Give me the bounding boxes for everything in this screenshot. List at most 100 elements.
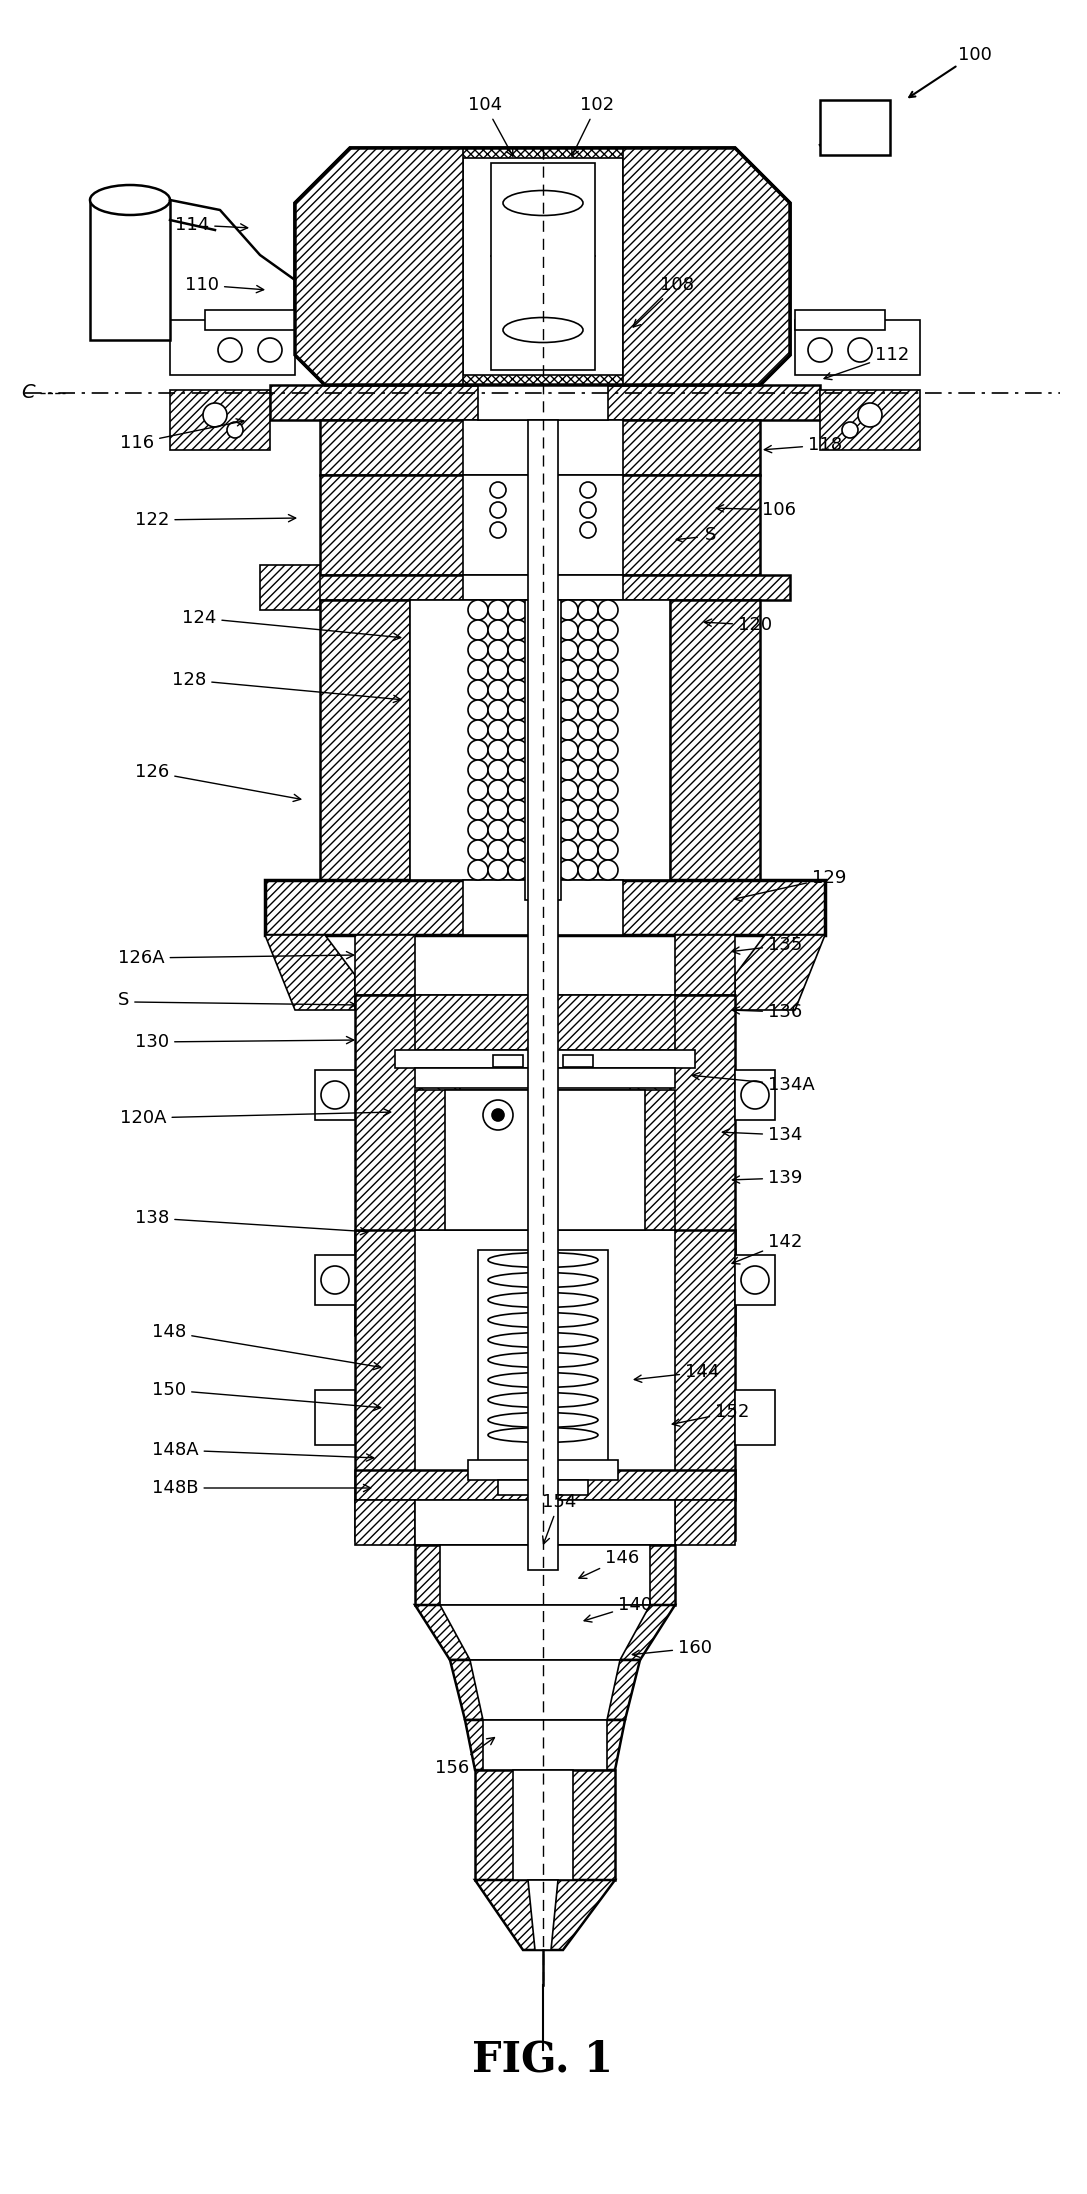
Circle shape: [468, 660, 488, 680]
Ellipse shape: [503, 191, 583, 215]
Circle shape: [508, 599, 528, 621]
Circle shape: [598, 599, 619, 621]
Circle shape: [578, 860, 598, 880]
Text: 118: 118: [764, 437, 842, 454]
Circle shape: [321, 1266, 349, 1294]
Circle shape: [468, 641, 488, 660]
Bar: [90, 200, 170, 340]
Circle shape: [508, 641, 528, 660]
Circle shape: [488, 821, 508, 840]
Bar: [355, 935, 415, 996]
Circle shape: [598, 781, 619, 801]
Circle shape: [468, 700, 488, 720]
Circle shape: [488, 599, 508, 621]
Text: 120A: 120A: [120, 1108, 390, 1128]
Bar: [315, 1255, 355, 1305]
Text: 104: 104: [468, 97, 513, 156]
Bar: [795, 309, 885, 329]
Polygon shape: [623, 147, 790, 384]
Polygon shape: [295, 147, 790, 384]
Circle shape: [508, 621, 528, 641]
Circle shape: [508, 660, 528, 680]
Bar: [483, 1720, 607, 1771]
Bar: [528, 419, 558, 1571]
Circle shape: [483, 1099, 513, 1130]
Circle shape: [508, 680, 528, 700]
Bar: [820, 101, 890, 156]
Text: 154: 154: [542, 1492, 576, 1545]
Text: 148: 148: [152, 1323, 380, 1369]
Bar: [463, 575, 623, 599]
Bar: [355, 1231, 735, 1540]
Circle shape: [468, 821, 488, 840]
Bar: [498, 1481, 588, 1494]
Bar: [478, 384, 608, 419]
Circle shape: [488, 700, 508, 720]
Bar: [270, 384, 820, 419]
Circle shape: [508, 781, 528, 801]
Circle shape: [578, 700, 598, 720]
Circle shape: [558, 599, 578, 621]
Bar: [355, 996, 420, 1334]
Text: 122: 122: [135, 511, 296, 529]
Text: 135: 135: [733, 937, 802, 954]
Circle shape: [558, 739, 578, 759]
Circle shape: [598, 759, 619, 781]
Circle shape: [488, 621, 508, 641]
Polygon shape: [265, 935, 355, 1009]
Circle shape: [598, 840, 619, 860]
Text: 102: 102: [572, 97, 614, 156]
Polygon shape: [465, 1720, 625, 1771]
Text: 136: 136: [733, 1003, 802, 1020]
Circle shape: [598, 621, 619, 641]
Circle shape: [578, 680, 598, 700]
Text: 126A: 126A: [118, 950, 353, 968]
Bar: [463, 158, 623, 375]
Circle shape: [578, 720, 598, 739]
Circle shape: [321, 1082, 349, 1108]
Circle shape: [490, 483, 507, 498]
Circle shape: [558, 641, 578, 660]
Circle shape: [842, 421, 858, 439]
Bar: [440, 1545, 650, 1606]
Text: 160: 160: [633, 1639, 712, 1656]
Text: 128: 128: [172, 671, 401, 702]
Circle shape: [598, 860, 619, 880]
Text: 152: 152: [672, 1402, 749, 1426]
Circle shape: [468, 860, 488, 880]
Polygon shape: [295, 147, 463, 384]
Circle shape: [468, 621, 488, 641]
Circle shape: [258, 338, 282, 362]
Bar: [320, 599, 410, 880]
Bar: [315, 1071, 355, 1119]
Bar: [170, 391, 270, 450]
Circle shape: [558, 801, 578, 821]
Bar: [460, 996, 630, 1334]
Circle shape: [203, 404, 227, 428]
Bar: [170, 320, 295, 375]
Bar: [205, 309, 295, 329]
Polygon shape: [295, 147, 790, 384]
Text: 129: 129: [734, 869, 847, 902]
Circle shape: [218, 338, 242, 362]
Bar: [315, 1391, 355, 1446]
Bar: [491, 162, 595, 371]
Text: 114: 114: [175, 215, 248, 235]
Circle shape: [558, 860, 578, 880]
Ellipse shape: [488, 1393, 598, 1409]
Circle shape: [558, 840, 578, 860]
Circle shape: [488, 720, 508, 739]
Circle shape: [468, 599, 488, 621]
Circle shape: [741, 1082, 769, 1108]
Circle shape: [598, 700, 619, 720]
Text: 134A: 134A: [692, 1073, 815, 1095]
Circle shape: [598, 720, 619, 739]
Circle shape: [558, 621, 578, 641]
Circle shape: [468, 680, 488, 700]
Circle shape: [558, 759, 578, 781]
Text: 116: 116: [120, 419, 243, 452]
Bar: [463, 419, 623, 474]
Circle shape: [488, 759, 508, 781]
Circle shape: [488, 781, 508, 801]
Circle shape: [558, 720, 578, 739]
